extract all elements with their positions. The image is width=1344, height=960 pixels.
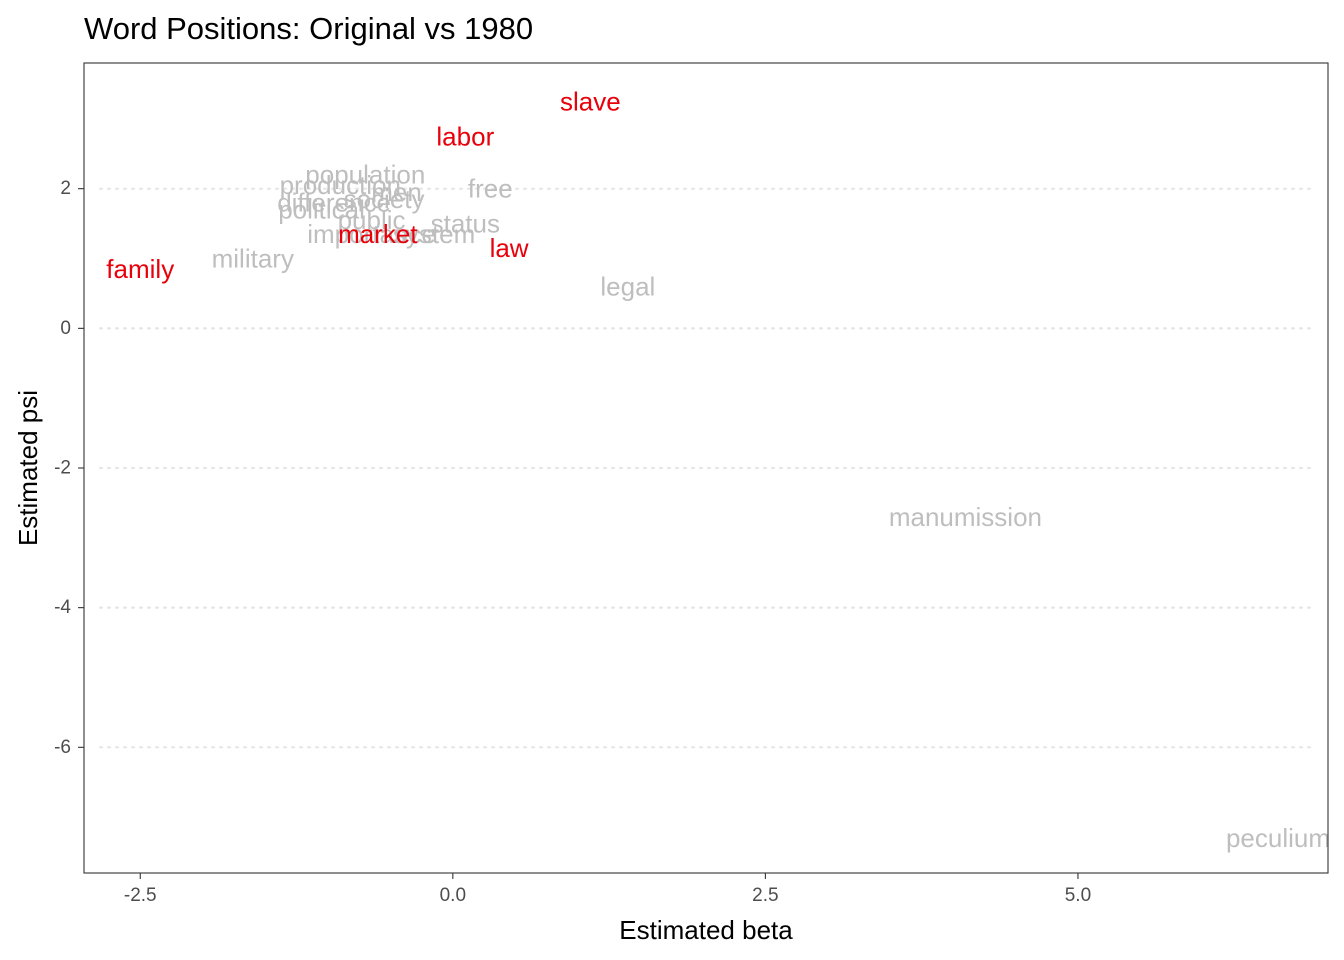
word-label-system: system: [393, 219, 475, 249]
y-axis-title: Estimated psi: [13, 390, 43, 546]
chart-title: Word Positions: Original vs 1980: [84, 11, 533, 46]
x-tick-label: 5.0: [1065, 885, 1091, 906]
x-tick-label: -2.5: [124, 885, 157, 906]
word-label-family: family: [106, 254, 174, 284]
grid-lines: [98, 187, 1314, 749]
word-label-population: population: [305, 160, 425, 190]
word-label-difference: difference: [277, 188, 391, 218]
x-tick-label: 0.0: [440, 885, 466, 906]
y-tick-label: -6: [54, 737, 71, 758]
word-label-importance: importance: [307, 219, 436, 249]
word-label-slave: slave: [560, 86, 621, 116]
x-tick-label: 2.5: [752, 885, 778, 906]
word-label-market: market: [338, 219, 418, 249]
word-label-political: political: [278, 195, 365, 225]
word-label-production: production: [280, 170, 401, 200]
word-label-labor: labor: [436, 121, 494, 151]
y-tick-label: -4: [54, 597, 71, 618]
word-label-society: society: [344, 184, 425, 214]
word-label-status: status: [431, 209, 500, 239]
word-label-military: military: [212, 244, 294, 274]
word-label-legal: legal: [600, 271, 655, 301]
y-tick-label: -2: [54, 458, 71, 479]
word-label-peculium: peculium: [1226, 823, 1330, 853]
x-axis: -2.5 0.0 2.5 5.0: [124, 873, 1091, 906]
x-axis-title: Estimated beta: [619, 915, 793, 945]
word-label-law: law: [490, 233, 529, 263]
y-tick-label: 0: [60, 318, 71, 339]
word-label-men: men: [371, 177, 422, 207]
word-label-manumission: manumission: [889, 502, 1042, 532]
word-label-free: free: [468, 174, 513, 204]
y-axis: 2 0 -2 -4 -6: [54, 178, 84, 758]
word-label-public: public: [338, 205, 406, 235]
y-tick-label: 2: [60, 178, 71, 199]
